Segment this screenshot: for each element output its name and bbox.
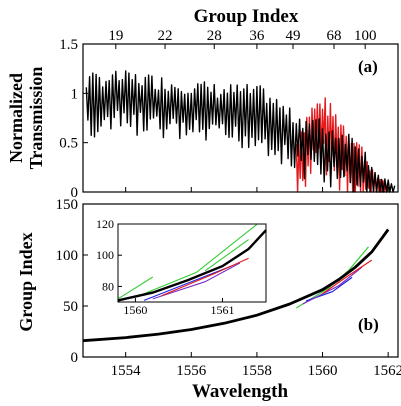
plot-frame-b [82, 203, 399, 358]
top-tick-label: 36 [249, 28, 265, 44]
inset: 80 100 120 1560 1561 [96, 217, 267, 317]
y-axis-ticks-a: 0 0.5 1 1.5 [59, 37, 88, 201]
y-tick-label-a: 0 [71, 185, 79, 201]
y-axis-label-b: Group Index [16, 232, 36, 331]
y-tick-label-b: 100 [56, 248, 79, 264]
top-tick-label: 19 [108, 28, 123, 44]
inset-curve [135, 223, 258, 298]
inset-x-ticks: 1560 1561 [123, 298, 234, 317]
top-tick-label: 49 [286, 28, 301, 44]
series-a [85, 70, 396, 193]
inset-curve [152, 262, 241, 300]
y-axis-ticks-b: 0 50 100 150 [56, 197, 88, 366]
panel-label-b: (b) [358, 315, 379, 334]
top-tick-label: 100 [354, 28, 377, 44]
x-tick-label-b: 1560 [308, 363, 338, 379]
inset-curve [143, 265, 232, 301]
inset-x-tick-label: 1560 [123, 303, 147, 317]
group-index-curve [82, 228, 390, 343]
top-axis-label: Group Index [194, 6, 299, 27]
top-tick-label: 22 [158, 28, 173, 44]
x-tick-label-b: 1558 [242, 363, 272, 379]
y-tick-label-a: 0.5 [59, 136, 78, 152]
inset-y-tick-label: 100 [96, 248, 114, 262]
inset-y-tick-label: 120 [96, 217, 114, 231]
x-axis-ticks-b: 1554 1556 1558 1560 1562 [111, 187, 401, 379]
inset-series [117, 223, 267, 302]
inset-curve [161, 257, 249, 297]
inset-y-ticks: 80 100 120 [96, 217, 122, 293]
inset-curve [204, 239, 249, 272]
top-tick-label: 28 [207, 28, 222, 44]
measured-curve [322, 259, 373, 295]
y-tick-label-b: 150 [56, 197, 79, 213]
y-axis-label-a-line1: Normalized [6, 73, 26, 163]
y-tick-label-b: 50 [63, 299, 78, 315]
y-tick-label-a: 1.5 [59, 37, 78, 53]
y-tick-label-a: 1 [71, 86, 79, 102]
x-tick-label-b: 1562 [373, 363, 401, 379]
panel-b: 0 50 100 150 1554 1556 1558 1560 1562 Group Ind… [16, 187, 401, 402]
inset-frame-border [117, 223, 267, 303]
x-tick-label-b: 1554 [111, 363, 142, 379]
inset-y-tick-label: 80 [102, 279, 114, 293]
inset-frame [117, 223, 267, 303]
panel-label-a: (a) [358, 57, 378, 76]
inset-main-curve [117, 229, 267, 302]
y-axis-label-a-line2: Transmission [26, 67, 46, 170]
plot-frame-a [82, 43, 399, 193]
x-axis-label-b: Wavelength [192, 381, 288, 402]
y-tick-label-b: 0 [71, 350, 79, 366]
measured-curve [295, 246, 369, 309]
measured-curve [302, 266, 363, 305]
transmission-line [85, 70, 396, 193]
series-b [82, 228, 390, 343]
top-tick-label: 68 [327, 28, 342, 44]
inset-curve [117, 276, 154, 300]
panel-a: Group Index 19 22 28 36 49 68 100 0 0.5 1 1.5 Nor… [6, 6, 399, 201]
x-tick-label-b: 1556 [176, 363, 207, 379]
inset-x-tick-label: 1561 [210, 303, 234, 317]
top-axis-ticks: 19 22 28 36 49 68 100 [108, 28, 376, 49]
